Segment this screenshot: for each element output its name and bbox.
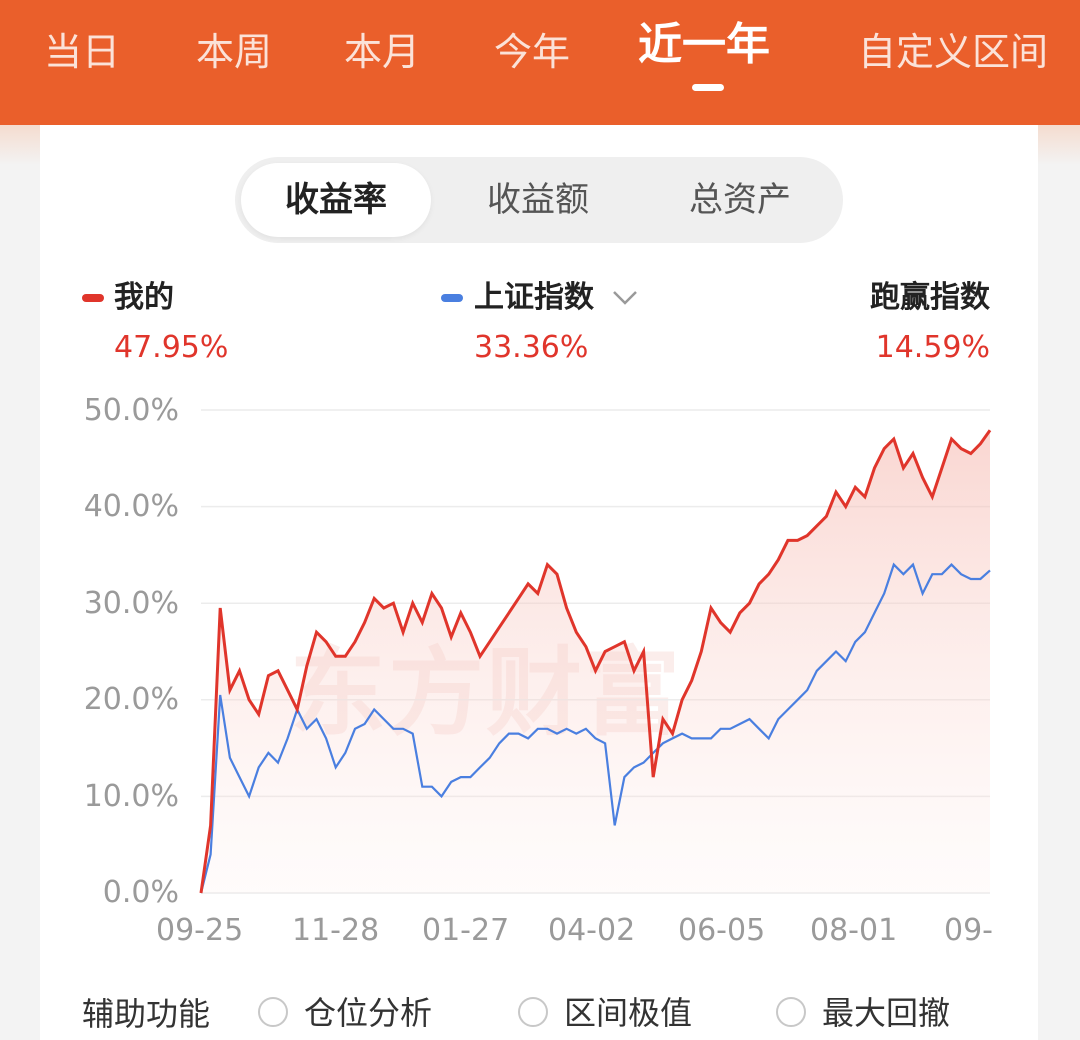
- segment-return-amount[interactable]: 收益额: [487, 180, 589, 220]
- legend-mine-swatch: [82, 294, 104, 302]
- legend-index-value: 33.36%: [474, 330, 589, 365]
- y-tick-label: 10.0%: [83, 779, 179, 814]
- x-tick-label: 06-05: [678, 913, 766, 948]
- metric-segmented-control: 收益率 收益额 总资产: [235, 157, 843, 243]
- segment-total-assets[interactable]: 总资产: [689, 180, 791, 220]
- active-tab-indicator: [692, 84, 724, 91]
- y-tick-label: 30.0%: [83, 586, 179, 621]
- legend-mine-label: 我的: [114, 280, 174, 315]
- tab-past-year[interactable]: 近一年: [638, 19, 770, 70]
- segment-return-rate[interactable]: 收益率: [241, 163, 431, 237]
- series-line-mine: [199, 429, 992, 894]
- option-label: 最大回撤: [822, 994, 951, 1032]
- legend-index-selector[interactable]: 上证指数: [474, 280, 594, 315]
- x-tick-label: 04-02: [548, 913, 636, 948]
- aux-functions-label: 辅助功能: [82, 995, 211, 1033]
- radio-circle-icon[interactable]: [776, 997, 806, 1027]
- legend-mine-value: 47.95%: [114, 330, 229, 365]
- tab-custom-range[interactable]: 自定义区间: [857, 30, 1049, 74]
- legend-index-swatch: [441, 294, 463, 302]
- x-tick-label: 09-25: [156, 913, 244, 948]
- option-label: 区间极值: [564, 994, 693, 1032]
- series-area-fill-mine: [201, 430, 990, 893]
- y-tick-label: 0.0%: [102, 875, 179, 910]
- radio-circle-icon[interactable]: [518, 997, 548, 1027]
- y-tick-label: 40.0%: [83, 489, 179, 524]
- radio-circle-icon[interactable]: [258, 997, 288, 1027]
- x-tick-label: 09-: [944, 913, 993, 948]
- series-line-index: [199, 562, 991, 894]
- tab-today[interactable]: 当日: [43, 30, 121, 74]
- legend-beat-label: 跑赢指数: [870, 280, 990, 315]
- legend-beat-value: 14.59%: [875, 330, 990, 365]
- tab-this-week[interactable]: 本周: [195, 30, 273, 74]
- y-tick-label: 50.0%: [83, 393, 179, 428]
- x-tick-label: 11-28: [292, 913, 380, 948]
- chevron-down-icon[interactable]: [612, 289, 638, 307]
- x-tick-label: 08-01: [810, 913, 898, 948]
- y-tick-label: 20.0%: [83, 682, 179, 717]
- tab-this-month[interactable]: 本月: [343, 30, 421, 74]
- option-label: 仓位分析: [304, 994, 433, 1032]
- x-tick-label: 01-27: [422, 913, 510, 948]
- tab-this-year[interactable]: 今年: [493, 30, 571, 74]
- period-tab-bar: 当日 本周 本月 今年 近一年 自定义区间: [0, 0, 1080, 125]
